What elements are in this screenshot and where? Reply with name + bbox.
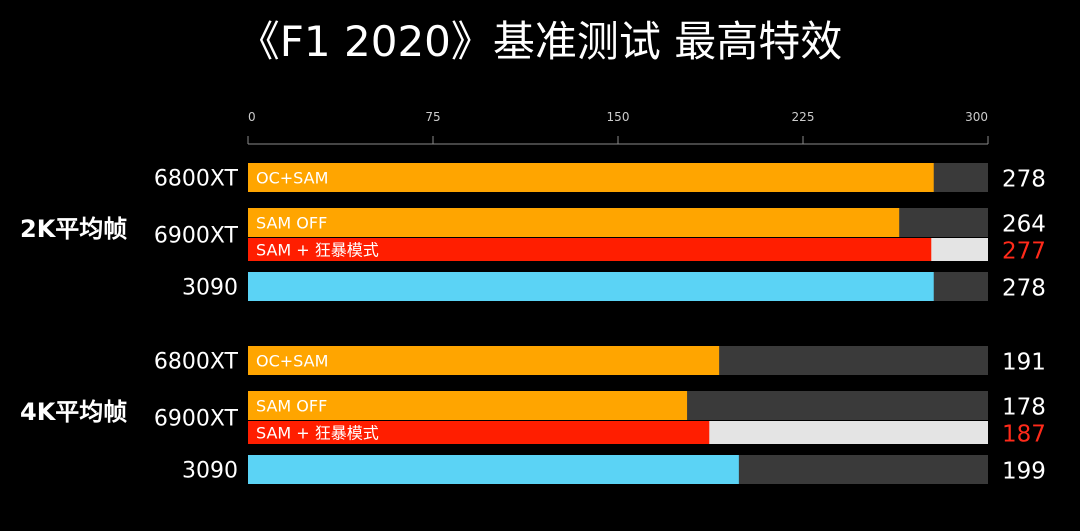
- gpu-label: 6900XT: [154, 407, 239, 432]
- bar: [248, 421, 710, 444]
- x-tick-label: 150: [607, 110, 630, 124]
- value-label: 191: [1002, 350, 1046, 376]
- bar-label: SAM + 狂暴模式: [256, 241, 379, 260]
- gpu-label: 3090: [182, 276, 238, 301]
- bar: [248, 346, 720, 375]
- gpu-label: 6800XT: [154, 350, 239, 375]
- value-label: 199: [1002, 459, 1046, 485]
- bar-label: SAM OFF: [256, 397, 327, 416]
- gpu-label: 6900XT: [154, 224, 239, 249]
- bar-label: OC+SAM: [256, 169, 328, 188]
- value-label: 277: [1002, 239, 1046, 265]
- gpu-label: 6800XT: [154, 167, 239, 192]
- group-label: 4K平均帧: [20, 398, 127, 426]
- x-tick-label: 225: [792, 110, 815, 124]
- bar: [248, 208, 900, 237]
- bar: [248, 163, 934, 192]
- value-label: 278: [1002, 167, 1046, 193]
- bar-label: SAM + 狂暴模式: [256, 424, 379, 443]
- x-tick-label: 75: [425, 110, 440, 124]
- chart-title: 《F1 2020》基准测试 最高特效: [237, 17, 843, 66]
- bar-label: OC+SAM: [256, 352, 328, 371]
- value-label: 264: [1002, 212, 1046, 238]
- x-tick-label: 300: [965, 110, 988, 124]
- gpu-label: 3090: [182, 459, 238, 484]
- bar: [248, 455, 739, 484]
- value-label: 178: [1002, 395, 1046, 421]
- value-label: 278: [1002, 276, 1046, 302]
- value-label: 187: [1002, 422, 1046, 448]
- bar: [248, 391, 688, 420]
- bar: [248, 272, 934, 301]
- bar: [248, 238, 932, 261]
- group-label: 2K平均帧: [20, 215, 127, 243]
- bar-label: SAM OFF: [256, 214, 327, 233]
- x-tick-label: 0: [248, 110, 256, 124]
